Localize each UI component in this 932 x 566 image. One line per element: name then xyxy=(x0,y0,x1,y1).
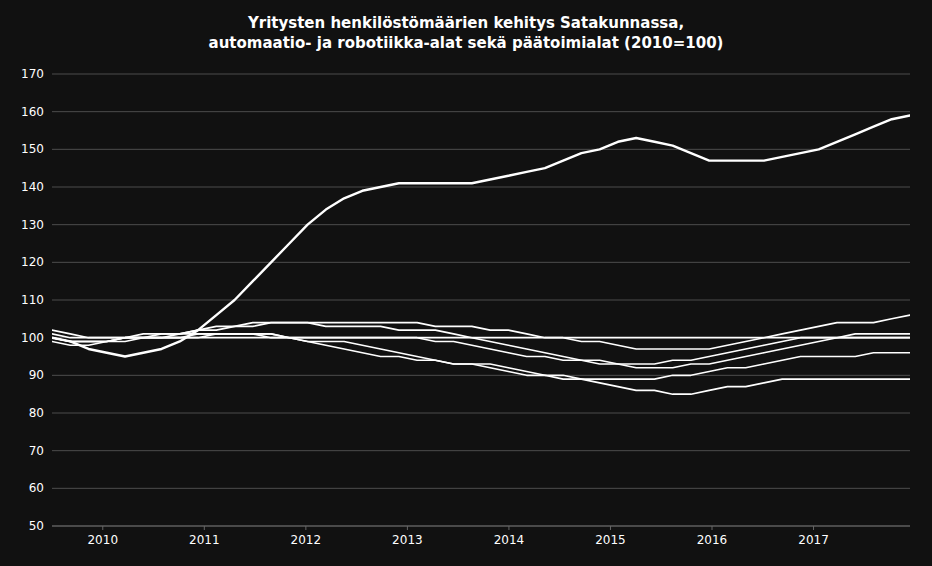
y-tick-label: 80 xyxy=(29,406,44,420)
y-tick-label: 150 xyxy=(21,142,44,156)
x-tick xyxy=(508,526,509,530)
chart-container: Yritysten henkilöstömäärien kehitys Sata… xyxy=(0,0,932,566)
grid-line xyxy=(52,526,910,527)
title-line: automaatio- ja robotiikka-alat sekä päät… xyxy=(209,34,724,52)
y-tick-label: 110 xyxy=(21,293,44,307)
x-tick xyxy=(204,526,205,530)
x-tick-label: 2014 xyxy=(494,533,525,547)
series-line xyxy=(52,315,910,349)
y-tick-label: 60 xyxy=(29,481,44,495)
x-tick xyxy=(813,526,814,530)
x-tick-label: 2013 xyxy=(392,533,423,547)
grid-line xyxy=(52,187,910,188)
series-line xyxy=(52,115,910,356)
grid-line xyxy=(52,413,910,414)
y-tick-label: 160 xyxy=(21,105,44,119)
grid-line xyxy=(52,488,910,489)
x-tick xyxy=(610,526,611,530)
x-tick xyxy=(102,526,103,530)
grid-line xyxy=(52,149,910,150)
x-tick xyxy=(712,526,713,530)
x-tick xyxy=(305,526,306,530)
x-tick-label: 2017 xyxy=(798,533,829,547)
x-axis-line xyxy=(52,526,910,527)
background xyxy=(0,0,932,566)
x-axis: 2010 2011 2012 2013 2014 2015 2016 2017 xyxy=(52,526,910,547)
series-line xyxy=(52,334,910,394)
y-axis: 50 60 70 80 90 100 110 120 130 140 150 160 170 xyxy=(21,67,44,533)
y-tick-label: 50 xyxy=(29,519,44,533)
y-tick-label: 130 xyxy=(21,218,44,232)
series-line xyxy=(52,334,910,364)
x-tick-label: 2010 xyxy=(87,533,118,547)
grid-line xyxy=(52,111,910,112)
y-tick-label: 70 xyxy=(29,444,44,458)
grid-line xyxy=(52,450,910,451)
grid-line xyxy=(52,375,910,376)
x-tick-label: 2015 xyxy=(595,533,626,547)
y-tick-label: 90 xyxy=(29,368,44,382)
x-tick-label: 2011 xyxy=(189,533,220,547)
y-grid xyxy=(52,74,910,526)
grid-line xyxy=(52,262,910,263)
grid-line xyxy=(52,224,910,225)
grid-line xyxy=(52,300,910,301)
title-line: Yritysten henkilöstömäärien kehitys Sata… xyxy=(247,14,684,32)
y-tick-label: 170 xyxy=(21,67,44,81)
y-tick-label: 120 xyxy=(21,255,44,269)
y-tick-label: 100 xyxy=(21,331,44,345)
series-line xyxy=(52,330,910,338)
x-tick-label: 2012 xyxy=(291,533,322,547)
chart: Yritysten henkilöstömäärien kehitys Sata… xyxy=(0,0,932,566)
x-tick xyxy=(407,526,408,530)
grid-line xyxy=(52,74,910,75)
title: Yritysten henkilöstömäärien kehitys Sata… xyxy=(209,14,724,52)
x-tick-label: 2016 xyxy=(697,533,728,547)
lines xyxy=(52,115,910,394)
y-tick-label: 140 xyxy=(21,180,44,194)
